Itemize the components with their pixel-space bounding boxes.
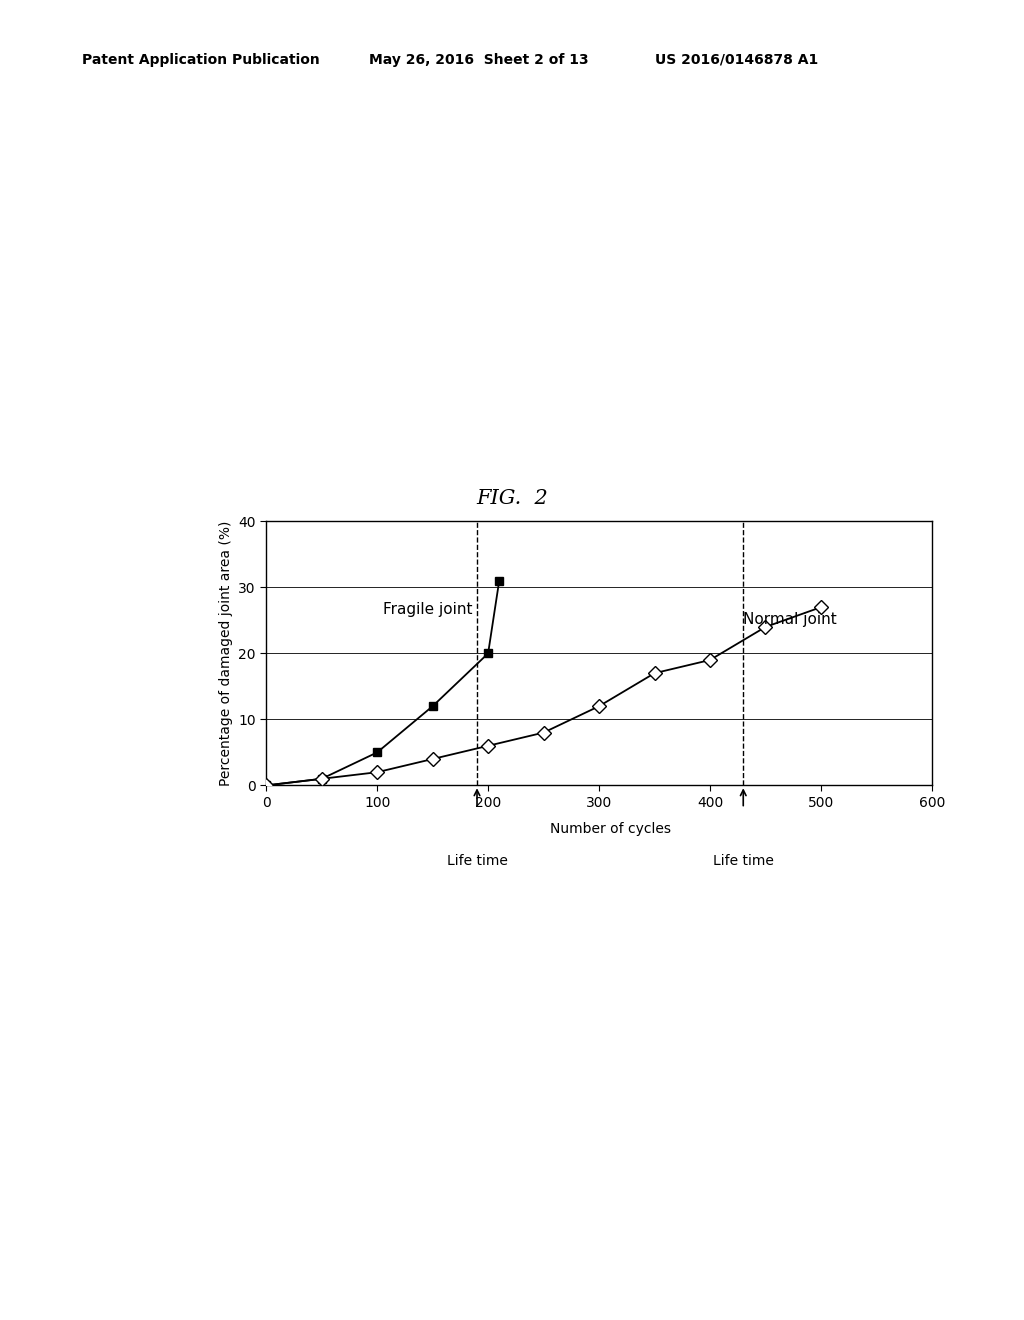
Text: Fragile joint: Fragile joint: [383, 602, 472, 616]
Text: May 26, 2016  Sheet 2 of 13: May 26, 2016 Sheet 2 of 13: [369, 53, 588, 67]
Text: Life time: Life time: [713, 854, 774, 869]
Text: Normal joint: Normal joint: [743, 611, 837, 627]
Y-axis label: Percentage of damaged joint area (%): Percentage of damaged joint area (%): [219, 520, 232, 787]
Text: FIG.  2: FIG. 2: [476, 490, 548, 508]
Text: US 2016/0146878 A1: US 2016/0146878 A1: [655, 53, 818, 67]
Text: Patent Application Publication: Patent Application Publication: [82, 53, 319, 67]
Text: Life time: Life time: [446, 854, 508, 869]
Text: Number of cycles: Number of cycles: [550, 822, 671, 837]
